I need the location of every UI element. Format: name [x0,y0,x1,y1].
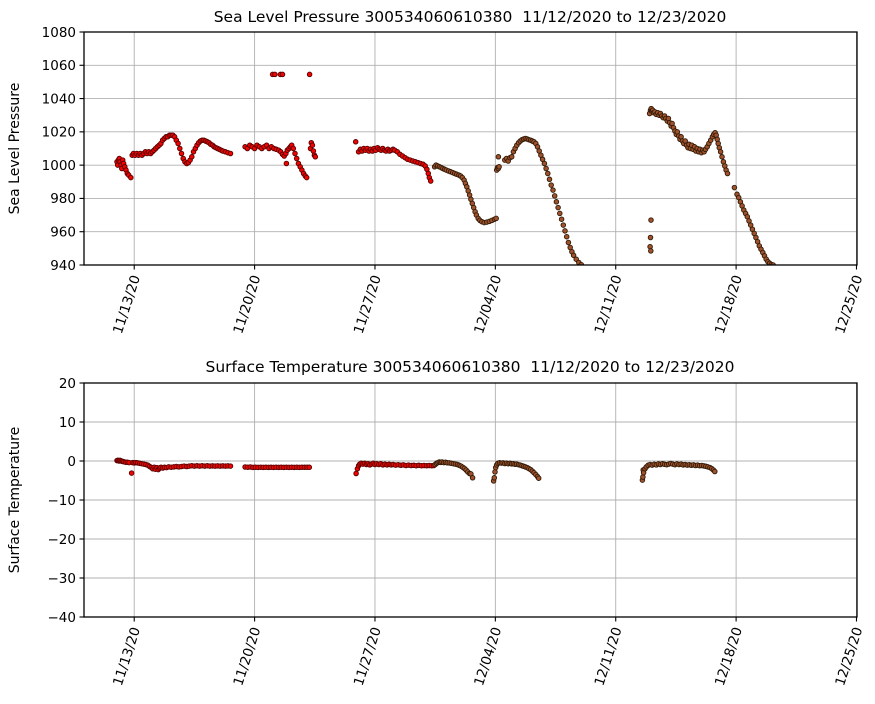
x-tick-labels: 11/13/20 11/20/20 11/27/20 12/04/20 12/11/20… [110,625,866,688]
svg-text:1000: 1000 [42,158,76,174]
svg-text:11/13/20: 11/13/20 [110,273,144,336]
series-december-brown-points [431,105,776,265]
svg-text:960: 960 [50,225,76,241]
svg-text:11/27/20: 11/27/20 [351,273,385,336]
x-tick-labels: 11/13/20 11/20/20 11/27/20 12/04/20 12/11/20… [110,273,866,336]
svg-text:−40: −40 [48,610,77,626]
grid-lines [84,31,857,266]
pressure-chart-title: Sea Level Pressure 300534060610380 11/12… [214,8,727,26]
svg-text:12/25/20: 12/25/20 [832,273,866,336]
tick-marks [79,31,858,270]
series-december-brown-points [432,459,718,484]
svg-text:12/04/20: 12/04/20 [471,625,505,688]
svg-text:940: 940 [50,258,76,274]
svg-text:980: 980 [50,191,76,207]
svg-text:12/11/20: 12/11/20 [592,625,626,688]
svg-text:11/27/20: 11/27/20 [351,625,385,688]
svg-text:12/18/20: 12/18/20 [712,625,746,688]
svg-text:1080: 1080 [42,25,76,41]
svg-text:12/04/20: 12/04/20 [471,273,505,336]
temperature-chart-title: Surface Temperature 300534060610380 11/1… [206,358,735,376]
svg-text:10: 10 [59,415,76,431]
svg-text:11/20/20: 11/20/20 [230,625,264,688]
tick-marks [79,382,858,622]
series-early-november-red-points [114,71,434,184]
svg-text:−10: −10 [48,493,77,509]
y-tick-labels: 940 960 980 1000 1020 1040 1060 1080 [42,25,76,274]
svg-text:0: 0 [67,454,76,470]
svg-text:−30: −30 [48,571,77,587]
series-early-november-red-points [114,457,437,477]
surface-temperature-chart: −40 −30 −20 −10 0 10 20 11/13/20 11/20/20 11/27/2… [48,376,867,688]
svg-text:1040: 1040 [42,91,76,107]
svg-text:20: 20 [59,376,76,392]
grid-lines [84,382,857,618]
svg-text:1060: 1060 [42,58,76,74]
svg-text:1020: 1020 [42,125,76,141]
svg-text:12/25/20: 12/25/20 [832,625,866,688]
y-tick-labels: −40 −30 −20 −10 0 10 20 [48,376,77,626]
svg-text:11/13/20: 11/13/20 [110,625,144,688]
svg-text:11/20/20: 11/20/20 [230,273,264,336]
temperature-ylabel: Surface Temperature [7,427,23,573]
svg-text:−20: −20 [48,532,77,548]
pressure-ylabel: Sea Level Pressure [7,83,23,215]
svg-text:12/18/20: 12/18/20 [712,273,746,336]
svg-text:12/11/20: 12/11/20 [592,273,626,336]
axes-spines [83,31,858,266]
